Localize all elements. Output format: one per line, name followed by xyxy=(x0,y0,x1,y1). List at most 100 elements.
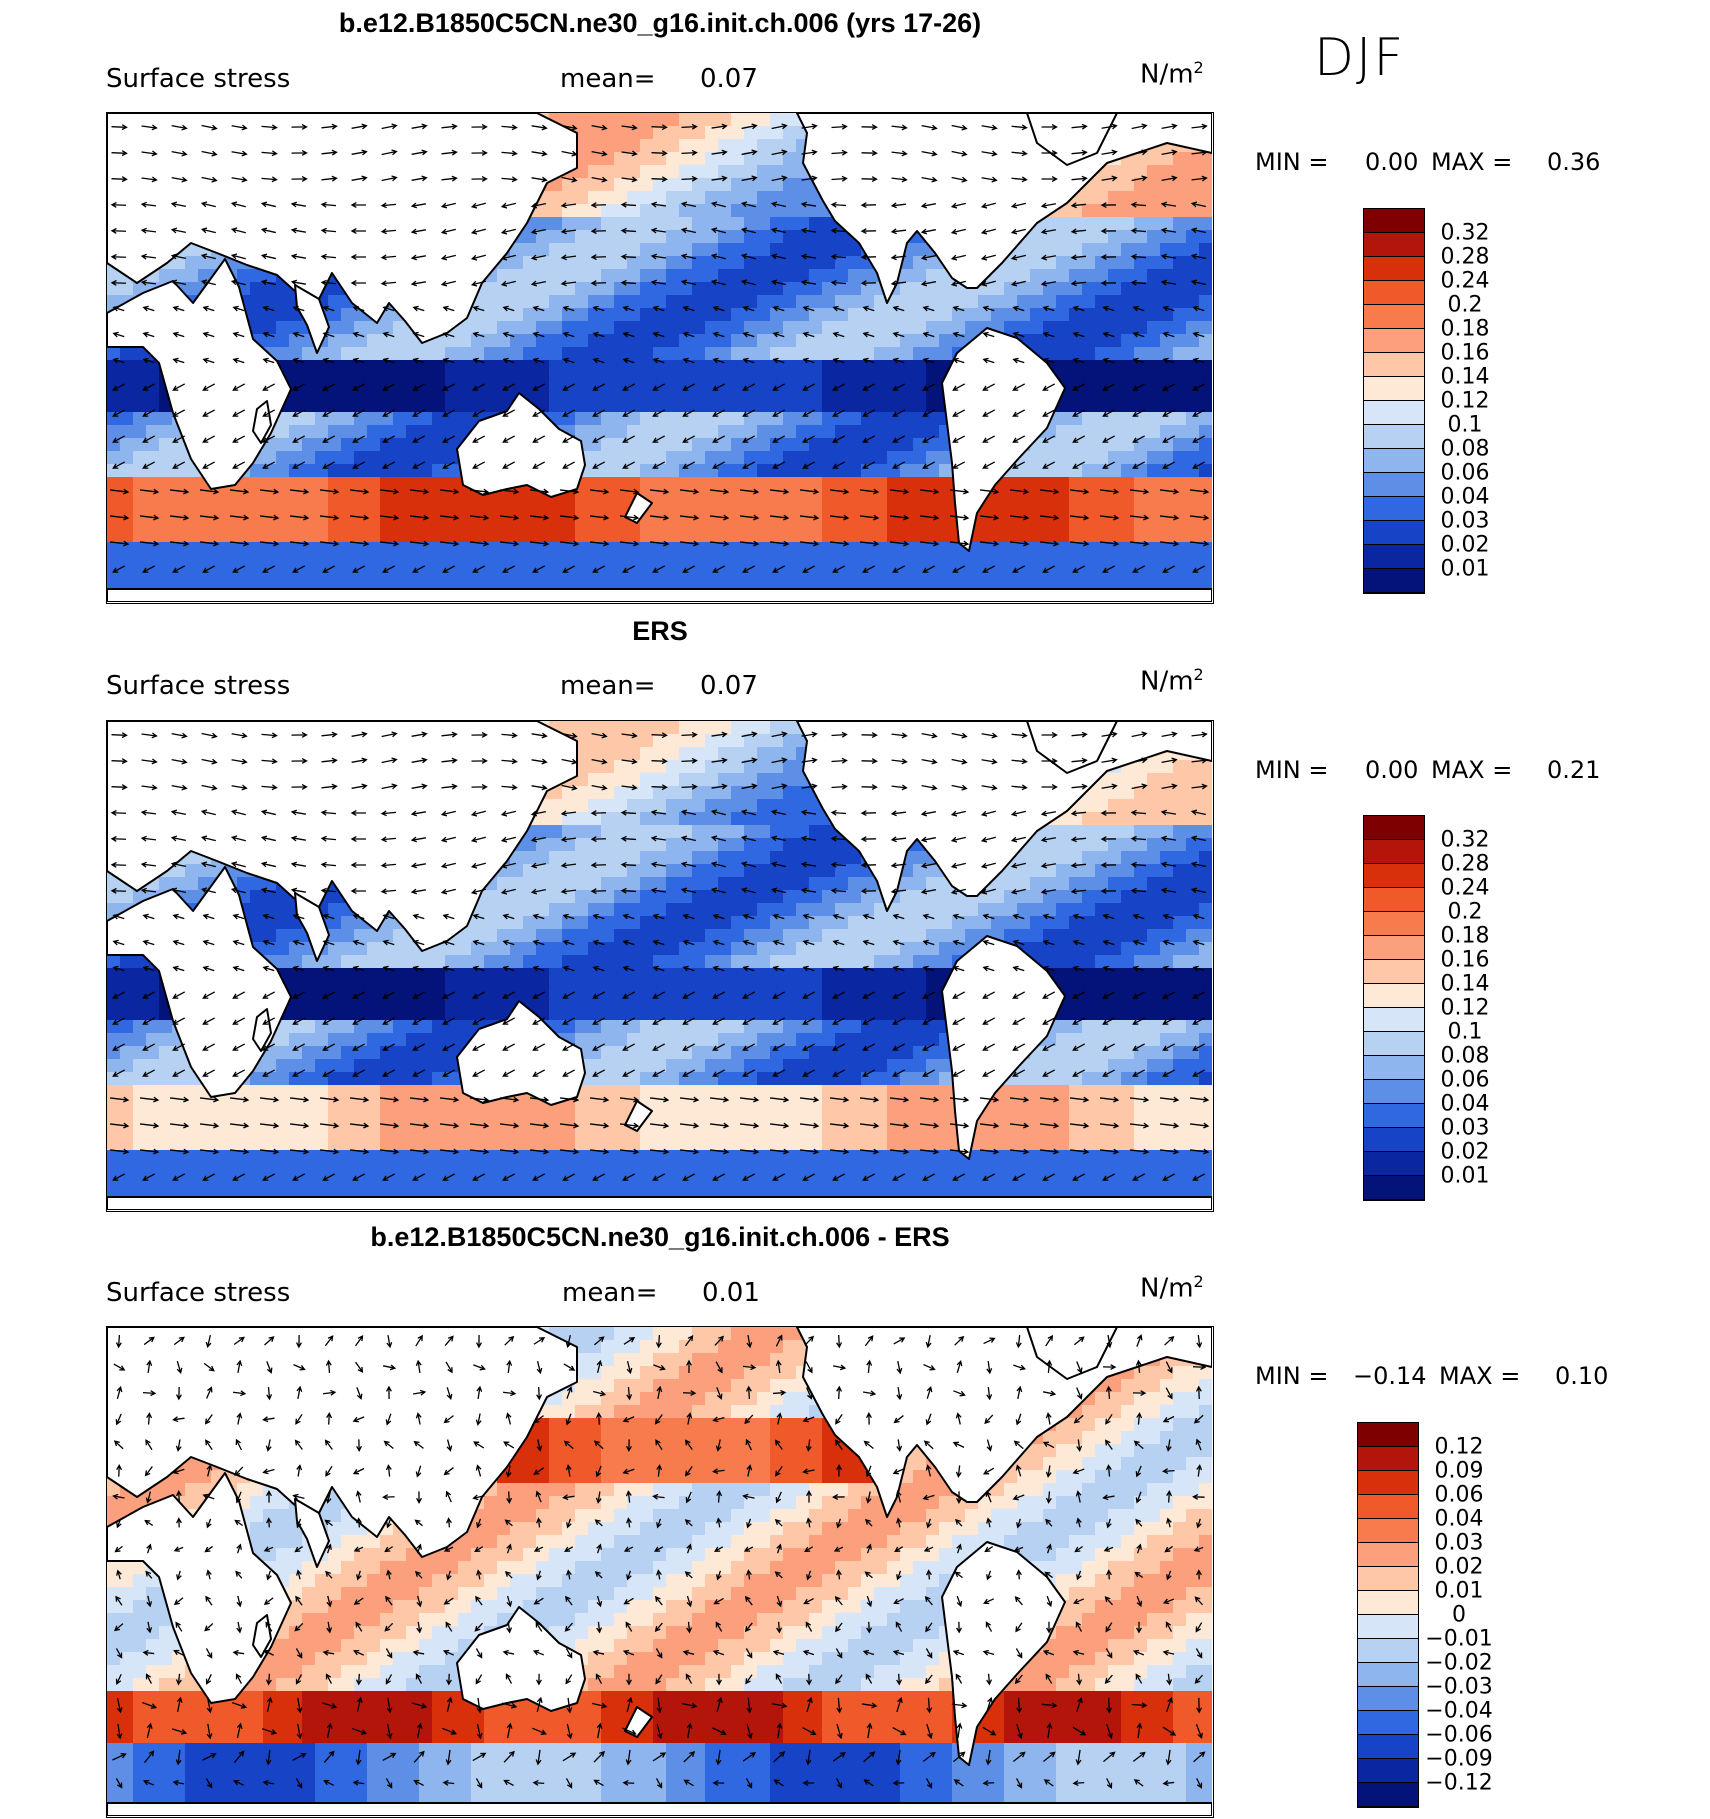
land-antarctica xyxy=(107,1802,1212,1816)
land-northamerica xyxy=(796,721,1212,912)
land-greenland xyxy=(1026,113,1118,166)
colorbar-tick-label: 0.08 xyxy=(1440,1043,1490,1069)
colorbar-cell xyxy=(1364,353,1424,377)
colorbar-tick-label: 0.14 xyxy=(1440,971,1490,997)
colorbar-cell xyxy=(1358,1615,1418,1639)
land-africa xyxy=(107,866,292,1098)
panel-3-min-value: −0.14 xyxy=(1353,1362,1427,1390)
colorbar-cell xyxy=(1364,1032,1424,1056)
colorbar-cell xyxy=(1358,1591,1418,1615)
panel-1-mean-value: 0.07 xyxy=(700,64,758,94)
colorbar-cell xyxy=(1364,1176,1424,1200)
colorbar-cell xyxy=(1358,1759,1418,1783)
colorbar-cell xyxy=(1364,840,1424,864)
colorbar-tick-label: 0 xyxy=(1452,1602,1466,1628)
colorbar-cell xyxy=(1364,1128,1424,1152)
colorbar-cell xyxy=(1364,401,1424,425)
panel-3-map xyxy=(106,1326,1214,1818)
land-australia xyxy=(456,1000,586,1106)
colorbar-cell xyxy=(1364,569,1424,593)
panel-3-mean-label: mean= xyxy=(562,1278,658,1308)
land-southamerica xyxy=(941,327,1066,552)
colorbar-tick-label: 0.16 xyxy=(1440,340,1490,366)
colorbar-cell xyxy=(1364,936,1424,960)
colorbar-cell xyxy=(1364,233,1424,257)
colorbar-tick-label: 0.06 xyxy=(1440,1067,1490,1093)
land-antarctica xyxy=(107,588,1212,602)
land-eurasia xyxy=(107,113,578,344)
land-madagascar xyxy=(252,400,272,444)
land-antarctica xyxy=(107,1196,1212,1210)
colorbar-cell xyxy=(1364,816,1424,840)
panel-1-title: b.e12.B1850C5CN.ne30_g16.init.ch.006 (yr… xyxy=(338,8,982,38)
colorbar-tick-label: 0.08 xyxy=(1440,436,1490,462)
panel-2-min-label: MIN = xyxy=(1255,756,1329,784)
colorbar-tick-label: 0.04 xyxy=(1440,1091,1490,1117)
land-nz xyxy=(624,1100,653,1132)
colorbar-tick-label: 0.18 xyxy=(1440,923,1490,949)
panel-3-min-label: MIN = xyxy=(1255,1362,1329,1390)
colorbar-cell xyxy=(1358,1567,1418,1591)
land-southamerica xyxy=(941,1541,1066,1766)
colorbar-cell xyxy=(1364,912,1424,936)
panel-2-mean-label: mean= xyxy=(560,671,656,701)
colorbar-cell xyxy=(1358,1543,1418,1567)
colorbar-cell xyxy=(1364,305,1424,329)
colorbar-tick-label: 0.06 xyxy=(1434,1482,1484,1508)
colorbar-cell xyxy=(1364,281,1424,305)
colorbar-cell xyxy=(1358,1663,1418,1687)
colorbar-cell xyxy=(1364,209,1424,233)
colorbar-tick-label: −0.12 xyxy=(1425,1770,1493,1796)
colorbar-cell xyxy=(1358,1639,1418,1663)
colorbar-tick-label: 0.32 xyxy=(1440,827,1490,853)
land-india xyxy=(294,1498,330,1568)
panel-2-max-value: 0.21 xyxy=(1547,756,1601,784)
colorbar-tick-label: 0.02 xyxy=(1434,1554,1484,1580)
panel-2-unit: N/m2 xyxy=(1140,665,1204,697)
land-australia xyxy=(456,1606,586,1712)
panel-2-mean-value: 0.07 xyxy=(700,671,758,701)
land-africa xyxy=(107,258,292,490)
colorbar-tick-label: 0.03 xyxy=(1440,1115,1490,1141)
colorbar-tick-label: 0.1 xyxy=(1447,412,1483,438)
panel-3-max-label: MAX = xyxy=(1439,1362,1521,1390)
colorbar-cell xyxy=(1358,1447,1418,1471)
colorbar-cell xyxy=(1364,1104,1424,1128)
panel-2-title: ERS xyxy=(632,616,688,646)
colorbar-tick-label: 0.04 xyxy=(1434,1506,1484,1532)
panel-2-map xyxy=(106,720,1214,1212)
season-label: DJF xyxy=(1314,28,1406,88)
colorbar-tick-label: −0.06 xyxy=(1425,1722,1493,1748)
colorbar-cell xyxy=(1358,1687,1418,1711)
panel-3-max-value: 0.10 xyxy=(1555,1362,1609,1390)
colorbar-cell xyxy=(1364,1080,1424,1104)
colorbar-cell xyxy=(1364,1152,1424,1176)
colorbar-cell xyxy=(1364,864,1424,888)
colorbar-cell xyxy=(1358,1423,1418,1447)
colorbar-tick-label: 0.02 xyxy=(1440,532,1490,558)
panel-3-variable: Surface stress xyxy=(106,1278,291,1308)
panel-2-variable: Surface stress xyxy=(106,671,291,701)
land-eurasia xyxy=(107,721,578,952)
colorbar-tick-label: 0.01 xyxy=(1440,556,1490,582)
colorbar-cell xyxy=(1358,1711,1418,1735)
panel-1-min-label: MIN = xyxy=(1255,148,1329,176)
colorbar-cell xyxy=(1364,960,1424,984)
colorbar-cell xyxy=(1364,257,1424,281)
panel-3-unit: N/m2 xyxy=(1140,1272,1204,1304)
colorbar-tick-label: −0.03 xyxy=(1425,1674,1493,1700)
panel-2-max-label: MAX = xyxy=(1431,756,1513,784)
colorbar-tick-label: 0.2 xyxy=(1447,899,1483,925)
colorbar-tick-label: 0.12 xyxy=(1434,1434,1484,1460)
panel-1-variable: Surface stress xyxy=(106,64,291,94)
colorbar-cell xyxy=(1364,1008,1424,1032)
land-southamerica xyxy=(941,935,1066,1160)
panel-2-colorbar: 0.32 0.28 0.24 0.2 0.18 0.16 0.14 0.12 0.1 0.08 0.… xyxy=(1363,815,1489,1201)
colorbar-cell xyxy=(1358,1783,1418,1807)
colorbar-tick-label: 0.06 xyxy=(1440,460,1490,486)
colorbar-tick-label: 0.04 xyxy=(1440,484,1490,510)
colorbar-tick-label: −0.02 xyxy=(1425,1650,1493,1676)
colorbar-cell xyxy=(1364,449,1424,473)
colorbar-cell xyxy=(1364,545,1424,569)
colorbar-cell xyxy=(1364,521,1424,545)
